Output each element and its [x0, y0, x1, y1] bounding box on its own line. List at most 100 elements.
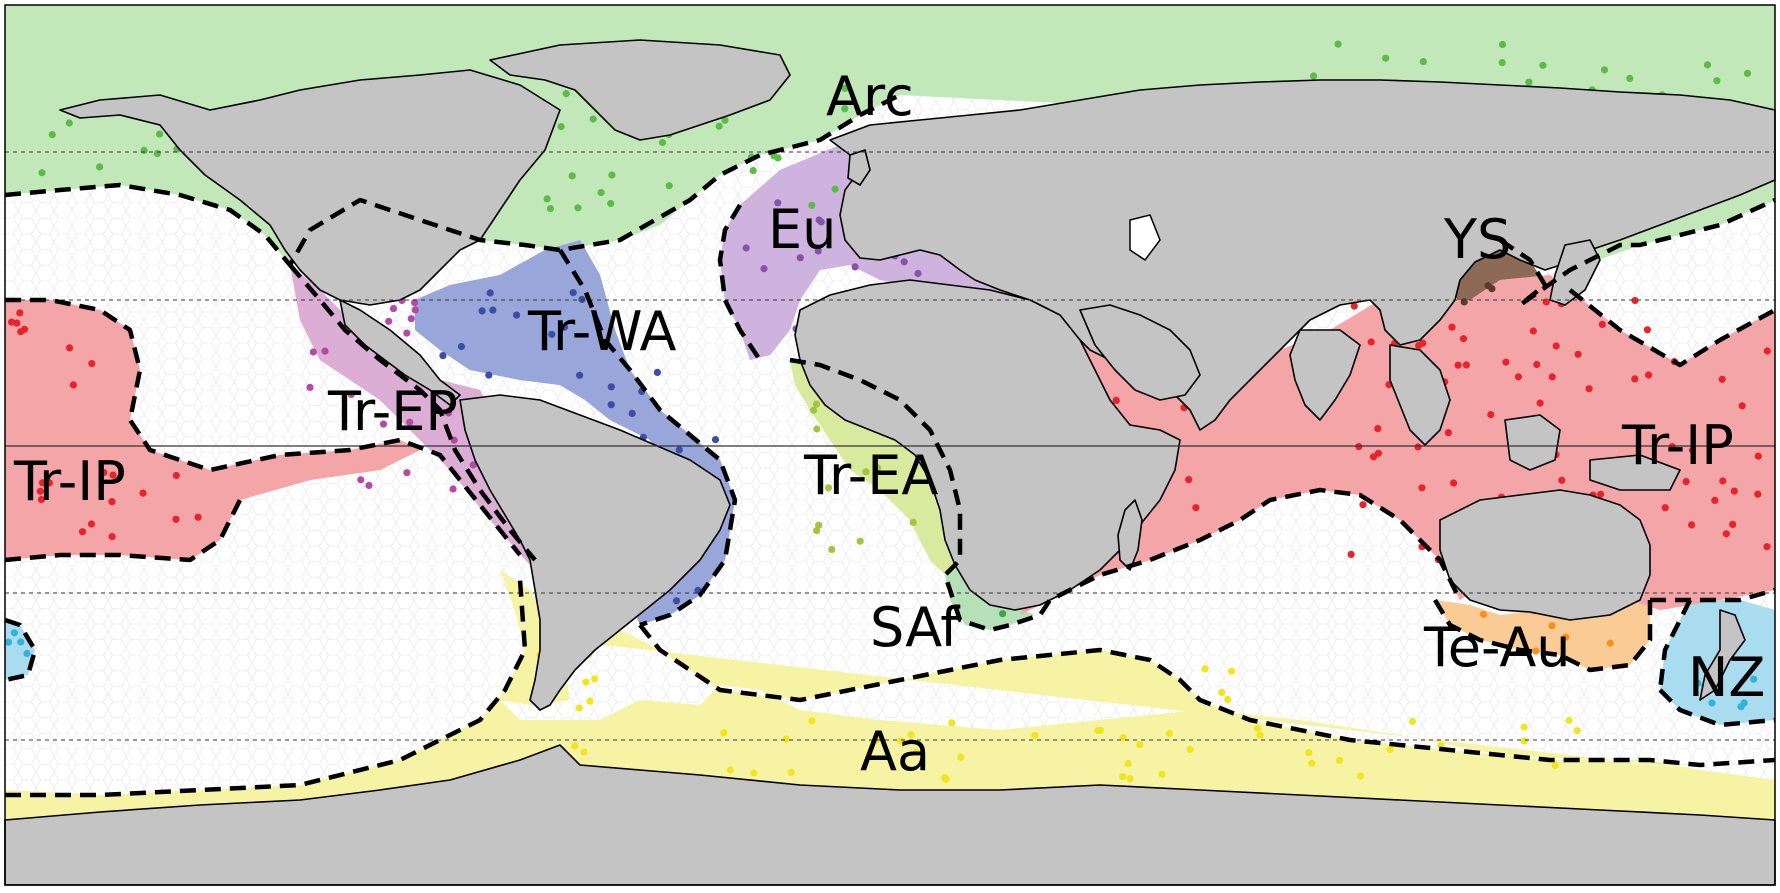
sample-point — [575, 704, 583, 712]
sample-point — [571, 742, 579, 750]
label-tr-ip-east: Tr-IP — [1621, 414, 1734, 477]
map-frame-border — [4, 4, 1776, 886]
caspian-sea — [1129, 214, 1161, 262]
sample-point — [309, 348, 317, 356]
sample-point — [156, 130, 164, 138]
sample-point — [1573, 727, 1581, 735]
sample-point — [1218, 688, 1226, 697]
label-eu: Eu — [768, 198, 836, 261]
sample-point — [1729, 520, 1737, 529]
sample-point — [1529, 327, 1537, 335]
land-arabia — [1079, 304, 1201, 401]
sample-point — [406, 418, 414, 426]
sample-point — [1386, 746, 1394, 754]
sample-point — [1382, 54, 1390, 62]
sample-point — [1631, 375, 1639, 383]
sample-point — [439, 352, 447, 360]
label-ys: YS — [1443, 208, 1511, 271]
sample-point — [1165, 729, 1173, 738]
sample-point — [1718, 375, 1726, 383]
sample-point — [1643, 326, 1651, 334]
sample-point — [607, 199, 615, 208]
sample-point — [1631, 296, 1639, 305]
land-uk — [847, 149, 871, 186]
sample-point — [1551, 761, 1559, 770]
sample-point — [568, 172, 576, 180]
sample-point — [485, 371, 493, 379]
sample-point — [88, 360, 96, 368]
sample-point — [513, 311, 521, 319]
sample-point — [711, 436, 720, 444]
sample-point — [100, 468, 108, 477]
sample-point — [815, 521, 823, 529]
sample-point — [628, 409, 636, 417]
sample-point — [16, 309, 24, 317]
sample-point — [65, 119, 73, 127]
sample-point — [1228, 667, 1236, 675]
sample-point — [742, 244, 750, 252]
sample-point — [379, 420, 388, 428]
sample-point — [897, 737, 905, 745]
sample-point — [1598, 320, 1606, 328]
sample-point — [726, 766, 734, 774]
sample-point — [957, 753, 965, 761]
label-tr-ep: Tr-EP — [327, 380, 458, 443]
sample-point — [750, 769, 758, 777]
sample-point — [48, 131, 56, 139]
sample-point — [720, 729, 728, 737]
land-new-zealand — [1699, 609, 1746, 701]
sample-point — [153, 150, 161, 158]
sample-point — [1305, 749, 1313, 757]
sample-point — [1448, 323, 1456, 331]
land-greenland — [489, 39, 791, 141]
sample-point — [1454, 361, 1462, 369]
sample-point — [1536, 399, 1544, 407]
sample-point — [1525, 78, 1533, 86]
sample-point — [1367, 338, 1375, 346]
sample-point — [948, 719, 956, 727]
sample-point — [1462, 361, 1470, 369]
sample-point — [608, 171, 616, 179]
sample-point — [36, 487, 45, 495]
sample-point — [1708, 699, 1716, 707]
label-tr-ea: Tr-EA — [803, 444, 938, 507]
sample-point — [357, 476, 365, 484]
sample-point — [1487, 411, 1495, 419]
sample-point — [1253, 725, 1262, 733]
sample-point — [813, 527, 821, 535]
sample-point — [1031, 731, 1039, 740]
sample-point — [817, 218, 825, 226]
sample-point — [1688, 446, 1697, 454]
sample-point — [872, 736, 881, 744]
sample-point — [1754, 490, 1762, 498]
sample-point — [658, 138, 667, 147]
sample-point — [69, 381, 77, 389]
sample-point — [17, 638, 25, 646]
sample-point — [1119, 733, 1127, 742]
sample-point — [557, 123, 565, 131]
land-eurasia — [829, 79, 1776, 431]
sample-point — [1740, 699, 1748, 707]
sample-point — [37, 496, 46, 504]
sample-point — [1347, 550, 1355, 559]
sample-point — [841, 84, 849, 92]
sample-point — [812, 400, 821, 408]
sample-point — [13, 319, 21, 327]
sample-point — [1532, 647, 1540, 655]
sample-point — [851, 263, 859, 271]
sample-point — [78, 528, 87, 536]
sample-point — [389, 305, 398, 313]
region-labels: Arc Eu YS Tr-WA Tr-EP Tr-IP Tr-IP Tr-EA … — [13, 65, 1765, 783]
sample-point — [1585, 385, 1593, 393]
sample-point — [1514, 373, 1522, 381]
sample-point — [578, 295, 586, 303]
sample-point — [96, 163, 104, 171]
sample-point — [1094, 727, 1102, 735]
sample-point — [796, 254, 804, 262]
sample-point — [607, 401, 615, 409]
land-southeast-asia — [1389, 344, 1451, 446]
sample-point — [139, 489, 147, 497]
sample-point — [1126, 775, 1134, 783]
sample-point — [1112, 396, 1120, 404]
